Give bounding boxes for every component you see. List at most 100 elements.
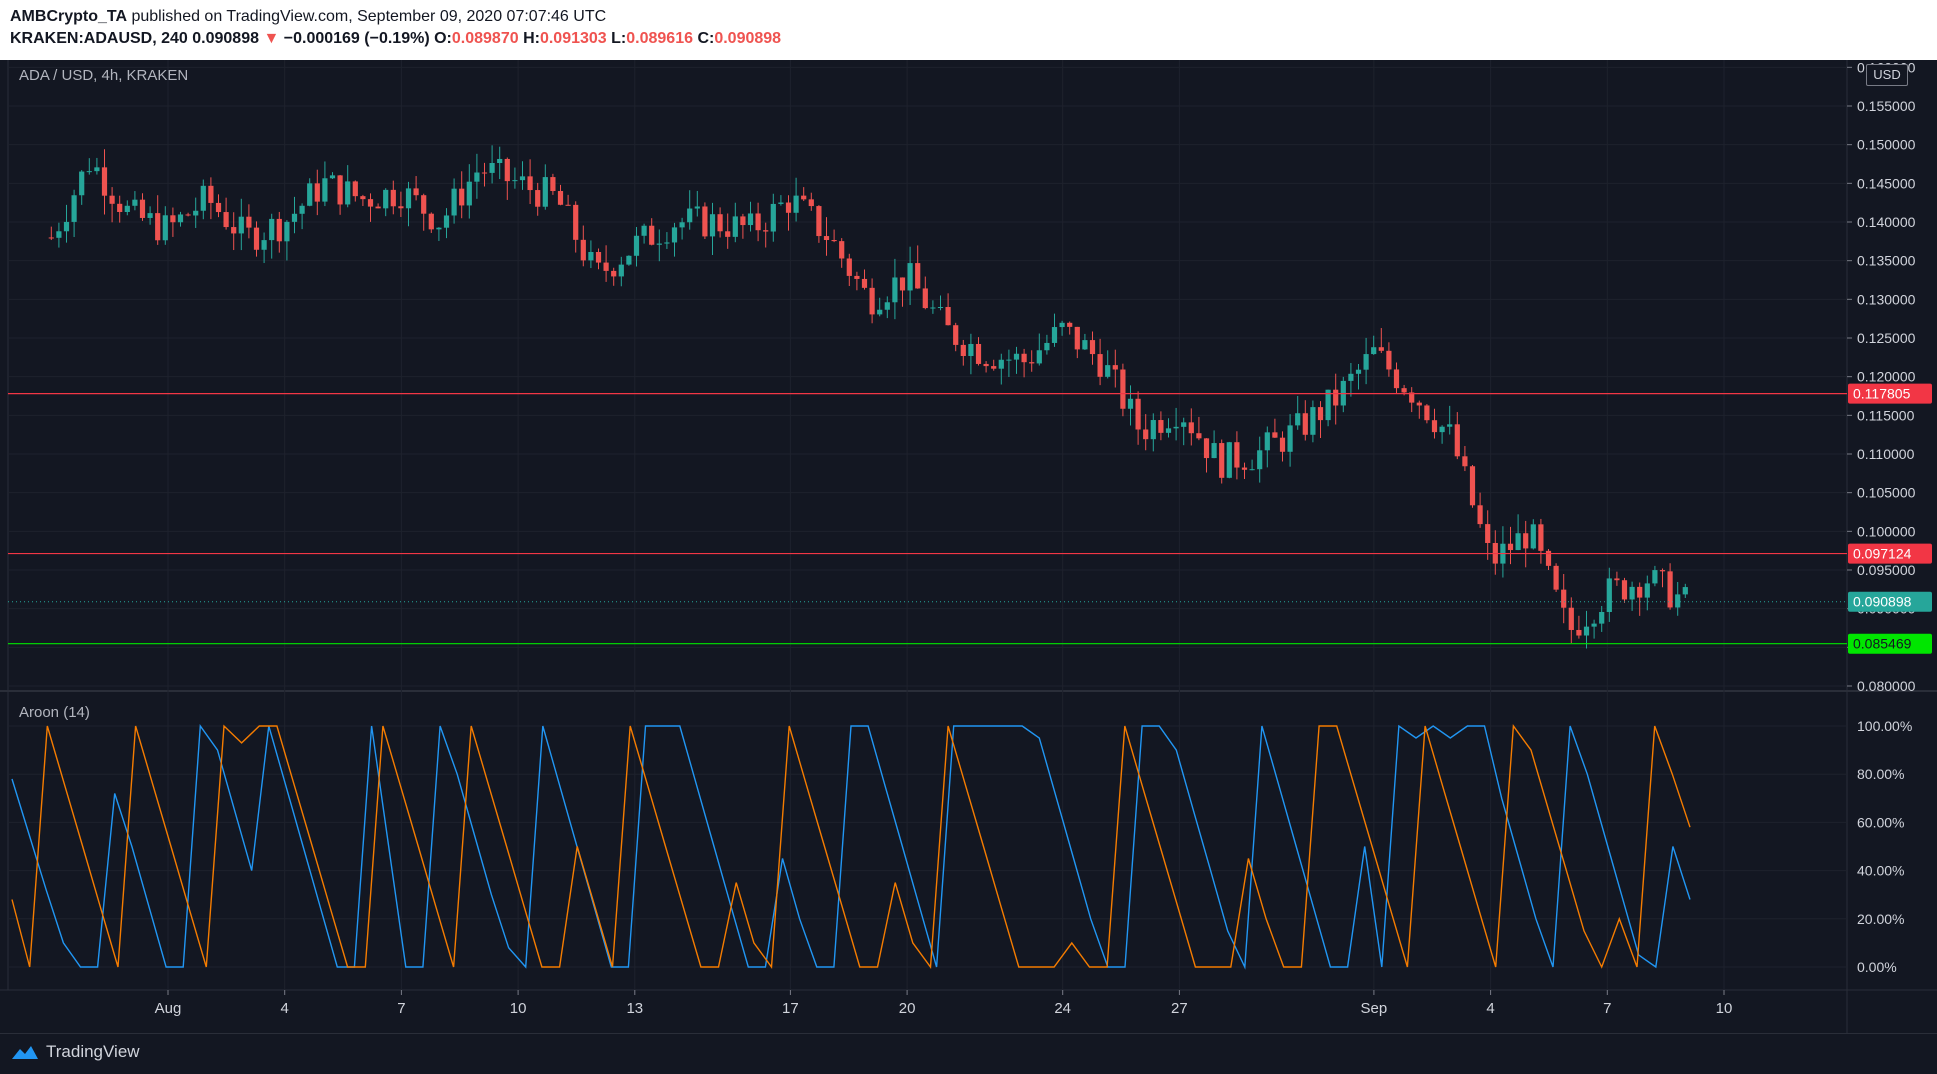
candle-down[interactable] xyxy=(246,216,252,228)
candle-down[interactable] xyxy=(375,206,381,209)
candle-up[interactable] xyxy=(383,189,389,209)
candle-down[interactable] xyxy=(808,199,814,207)
candle-up[interactable] xyxy=(1150,420,1156,440)
candle-up[interactable] xyxy=(747,213,754,226)
candle-down[interactable] xyxy=(1067,322,1073,327)
candle-up[interactable] xyxy=(329,175,336,179)
candle-up[interactable] xyxy=(86,171,92,173)
candle-up[interactable] xyxy=(930,307,936,309)
candle-up[interactable] xyxy=(709,214,716,237)
tradingview-logo[interactable]: TradingView xyxy=(10,1042,140,1062)
candle-down[interactable] xyxy=(535,190,541,207)
candle-up[interactable] xyxy=(1530,524,1536,549)
candle-down[interactable] xyxy=(1234,442,1240,468)
candle-down[interactable] xyxy=(117,203,123,213)
candle-up[interactable] xyxy=(1249,469,1255,471)
candle-down[interactable] xyxy=(231,227,237,234)
candle-down[interactable] xyxy=(1317,407,1324,421)
candle-up[interactable] xyxy=(1652,570,1658,584)
candle-up[interactable] xyxy=(79,171,85,196)
candle-up[interactable] xyxy=(1295,413,1301,426)
candle-down[interactable] xyxy=(428,213,434,230)
candle-up[interactable] xyxy=(732,216,738,237)
candle-down[interactable] xyxy=(1561,589,1567,608)
candle-up[interactable] xyxy=(1036,350,1042,364)
candle-up[interactable] xyxy=(671,227,678,243)
candle-up[interactable] xyxy=(1599,611,1605,624)
candle-down[interactable] xyxy=(580,239,586,261)
candle-up[interactable] xyxy=(269,218,275,241)
candle-down[interactable] xyxy=(352,181,358,197)
candle-down[interactable] xyxy=(550,177,556,192)
candle-up[interactable] xyxy=(162,215,168,241)
candle-up[interactable] xyxy=(1211,443,1217,459)
candle-up[interactable] xyxy=(405,188,412,209)
candle-down[interactable] xyxy=(573,204,579,240)
candle-down[interactable] xyxy=(1302,413,1308,435)
candle-down[interactable] xyxy=(1462,456,1468,467)
candle-up[interactable] xyxy=(56,231,62,238)
candle-up[interactable] xyxy=(291,213,298,222)
candle-up[interactable] xyxy=(641,225,647,236)
candle-up[interactable] xyxy=(284,221,290,242)
candle-up[interactable] xyxy=(626,255,632,265)
candle-up[interactable] xyxy=(687,208,693,223)
candle-down[interactable] xyxy=(1074,326,1080,350)
candle-down[interactable] xyxy=(527,176,533,191)
candle-down[interactable] xyxy=(1553,565,1559,590)
candle-down[interactable] xyxy=(763,230,769,232)
candle-down[interactable] xyxy=(1545,550,1552,566)
candle-up[interactable] xyxy=(1165,428,1172,433)
candle-down[interactable] xyxy=(1097,354,1103,377)
candle-down[interactable] xyxy=(1621,580,1628,600)
candle-down[interactable] xyxy=(101,167,108,196)
candle-up[interactable] xyxy=(1105,365,1111,377)
candle-up[interactable] xyxy=(1257,450,1263,470)
candle-down[interactable] xyxy=(1431,420,1438,433)
candle-down[interactable] xyxy=(991,366,997,369)
candle-down[interactable] xyxy=(816,206,822,237)
candle-up[interactable] xyxy=(1515,533,1521,551)
candle-down[interactable] xyxy=(1401,388,1407,393)
candle-down[interactable] xyxy=(1272,432,1278,438)
candle-up[interactable] xyxy=(451,188,457,216)
candle-down[interactable] xyxy=(367,199,374,207)
author-name[interactable]: AMBCrypto_TA xyxy=(10,8,128,25)
aroon-up-line[interactable] xyxy=(11,724,1691,970)
candle-down[interactable] xyxy=(915,263,921,289)
candle-up[interactable] xyxy=(466,181,472,206)
candle-down[interactable] xyxy=(839,241,845,259)
candle-down[interactable] xyxy=(801,195,807,200)
candle-up[interactable] xyxy=(1173,426,1179,429)
candle-up[interactable] xyxy=(1325,389,1331,421)
candle-up[interactable] xyxy=(694,206,700,209)
candle-up[interactable] xyxy=(892,277,898,303)
candle-up[interactable] xyxy=(299,205,305,214)
candle-down[interactable] xyxy=(945,306,951,326)
candle-down[interactable] xyxy=(922,288,928,309)
candle-up[interactable] xyxy=(261,240,267,250)
candle-down[interactable] xyxy=(823,236,830,241)
candle-up[interactable] xyxy=(1363,354,1369,370)
candle-up[interactable] xyxy=(1051,327,1058,343)
candle-down[interactable] xyxy=(1029,362,1035,364)
candle-down[interactable] xyxy=(155,213,161,241)
candle-up[interactable] xyxy=(937,306,944,308)
candle-down[interactable] xyxy=(1333,389,1339,406)
candle-up[interactable] xyxy=(793,195,799,213)
candle-up[interactable] xyxy=(633,235,640,256)
candle-down[interactable] xyxy=(1393,369,1400,389)
candle-down[interactable] xyxy=(1135,398,1141,430)
candle-up[interactable] xyxy=(436,227,442,230)
candle-down[interactable] xyxy=(223,212,229,228)
candle-up[interactable] xyxy=(474,172,480,182)
candle-up[interactable] xyxy=(1348,373,1354,381)
candle-down[interactable] xyxy=(960,344,966,357)
candle-down[interactable] xyxy=(413,188,419,196)
candle-up[interactable] xyxy=(884,302,890,310)
candle-up[interactable] xyxy=(877,309,883,315)
candle-down[interactable] xyxy=(1614,578,1620,581)
candle-down[interactable] xyxy=(1158,420,1164,433)
candle-up[interactable] xyxy=(1044,342,1050,351)
candle-down[interactable] xyxy=(983,363,989,367)
